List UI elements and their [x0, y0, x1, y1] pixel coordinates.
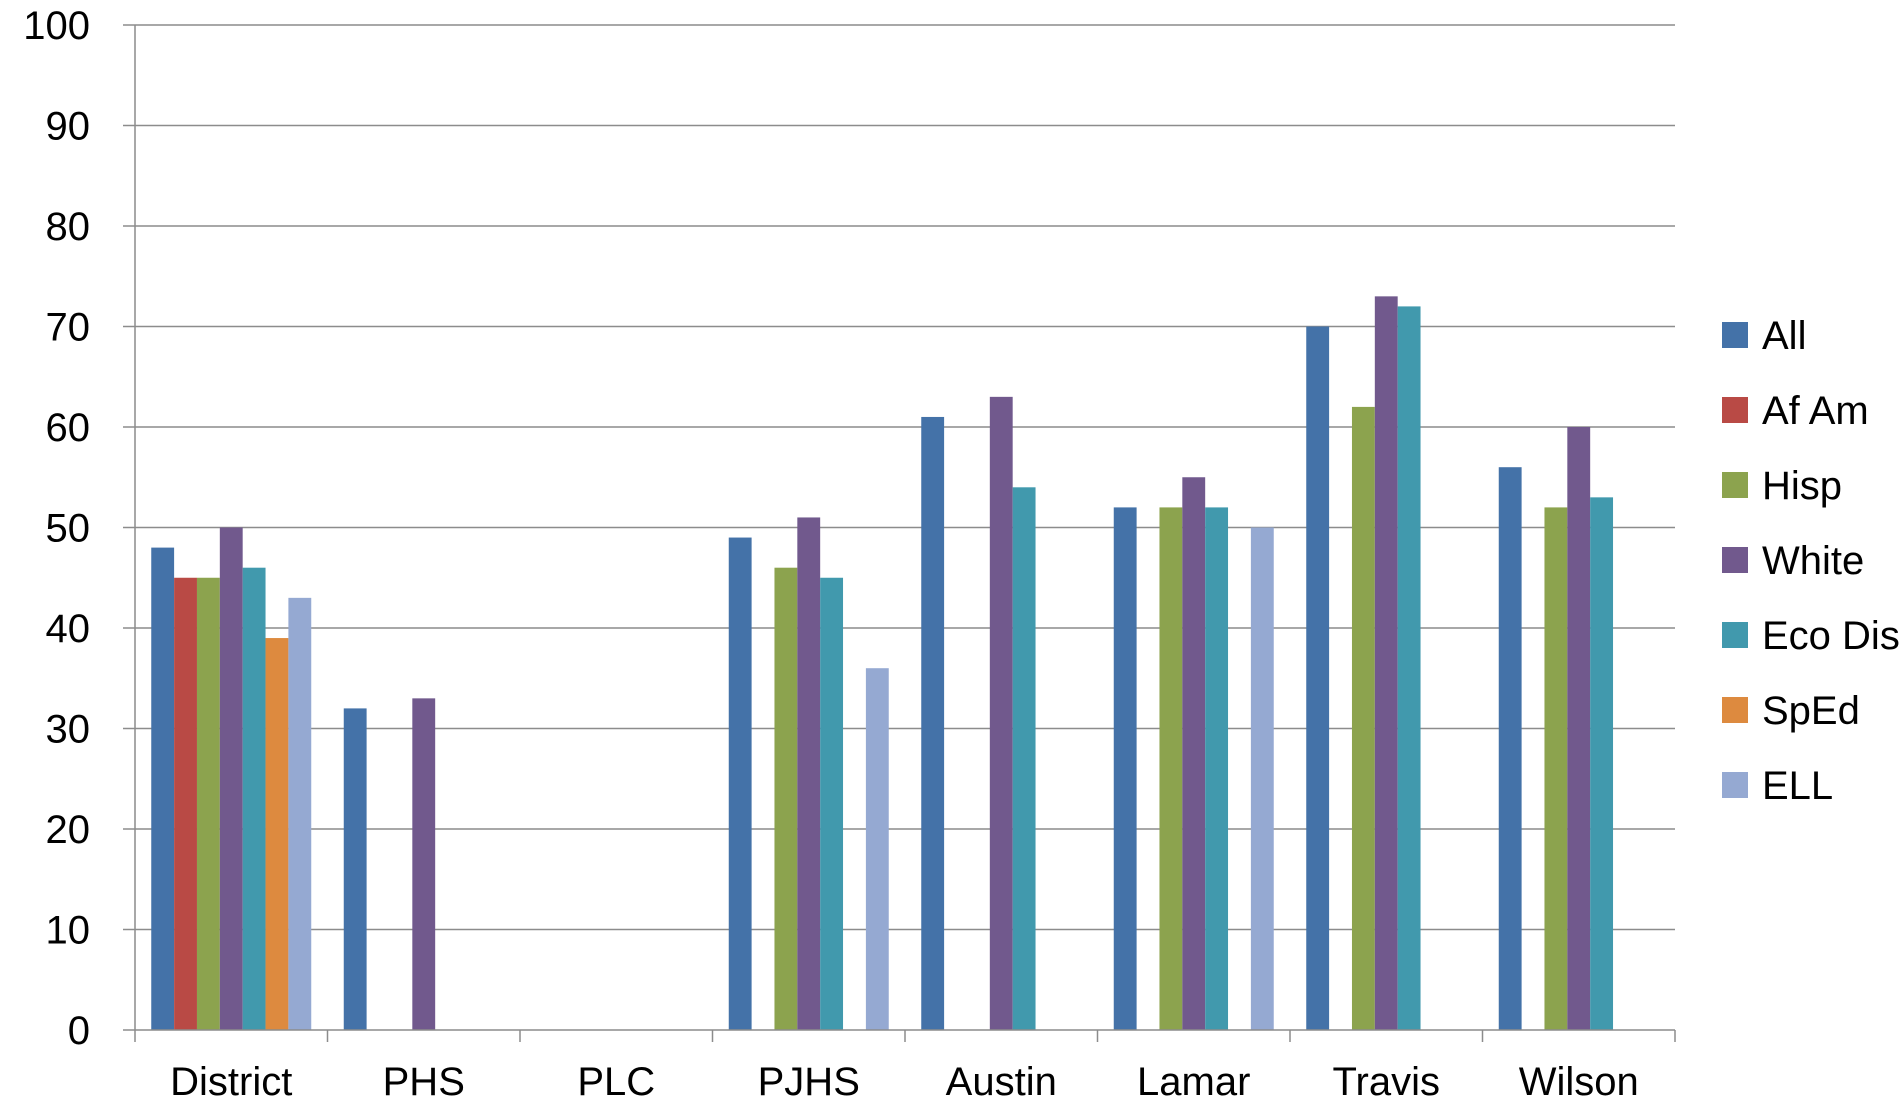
- x-tick-label: Lamar: [1137, 1060, 1250, 1104]
- x-tick-label: PHS: [383, 1060, 465, 1104]
- bar-white-travis: [1374, 296, 1398, 1031]
- bar-eco-dis-pjhs: [820, 577, 844, 1030]
- x-axis-ticks: District PHS PLC PJHS Austin Lamar Travis Wilso…: [134, 1030, 1676, 1104]
- y-tick-label: 10: [46, 909, 91, 953]
- bar-hisp-travis: [1351, 406, 1375, 1030]
- x-tick-label: PLC: [577, 1060, 655, 1104]
- y-tick-label: 60: [46, 406, 91, 450]
- bar-all-phs: [343, 708, 367, 1030]
- bar-white-wilson: [1567, 427, 1591, 1030]
- bar-sped-district: [265, 638, 289, 1030]
- bar-all-pjhs: [728, 537, 752, 1030]
- y-tick-label: 70: [46, 306, 91, 350]
- legend-label: SpEd: [1762, 689, 1860, 733]
- bar-white-austin: [989, 396, 1013, 1031]
- bar-white-phs: [412, 698, 436, 1030]
- y-tick-label: 30: [46, 708, 91, 752]
- legend-swatch: [1722, 397, 1748, 423]
- legend-label: Hisp: [1762, 464, 1842, 508]
- y-tick-label: 0: [68, 1009, 90, 1053]
- legend-label: ELL: [1762, 764, 1833, 808]
- bar-white-lamar: [1182, 477, 1206, 1030]
- bar-ell-lamar: [1250, 527, 1274, 1030]
- legend-swatch: [1722, 547, 1748, 573]
- bar-ell-district: [288, 597, 312, 1030]
- bar-hisp-district: [196, 577, 220, 1030]
- bar-hisp-pjhs: [774, 567, 798, 1030]
- x-tick-label: District: [170, 1060, 292, 1104]
- x-tick-label: Wilson: [1519, 1060, 1639, 1104]
- y-tick-label: 90: [46, 105, 91, 149]
- legend-swatch: [1722, 697, 1748, 723]
- legend-label: Af Am: [1762, 389, 1869, 433]
- x-tick-label: Austin: [946, 1060, 1057, 1104]
- bar-eco-dis-wilson: [1590, 497, 1614, 1031]
- legend-swatch: [1722, 772, 1748, 798]
- bar-ell-pjhs: [865, 668, 889, 1030]
- bar-all-travis: [1306, 326, 1330, 1030]
- bar-white-pjhs: [797, 517, 821, 1030]
- y-tick-label: 100: [23, 4, 90, 48]
- bar-all-austin: [921, 416, 945, 1030]
- bar-eco-dis-lamar: [1205, 507, 1229, 1030]
- legend-label: Eco Dis: [1762, 614, 1900, 658]
- y-axis-ticks: 0 10 20 30 40 50 60 70 80 90 100: [23, 4, 135, 1053]
- bar-eco-dis-travis: [1397, 306, 1421, 1030]
- bar-af-am-district: [174, 577, 197, 1030]
- bar-all-wilson: [1498, 467, 1522, 1030]
- legend-swatch: [1722, 622, 1748, 648]
- legend-swatch: [1722, 472, 1748, 498]
- bar-white-district: [219, 527, 243, 1030]
- legend-label: All: [1762, 314, 1806, 358]
- y-tick-label: 40: [46, 607, 91, 651]
- bar-eco-dis-district: [242, 567, 266, 1030]
- bar-all-district: [151, 547, 175, 1030]
- y-tick-label: 50: [46, 507, 91, 551]
- x-tick-label: PJHS: [758, 1060, 860, 1104]
- bars: [151, 296, 1614, 1031]
- bar-all-lamar: [1113, 507, 1137, 1030]
- bar-hisp-wilson: [1544, 507, 1568, 1030]
- bar-eco-dis-austin: [1012, 487, 1036, 1030]
- legend-swatch: [1722, 322, 1748, 348]
- x-tick-label: Travis: [1333, 1060, 1440, 1104]
- bar-hisp-lamar: [1159, 507, 1183, 1030]
- y-tick-label: 80: [46, 205, 91, 249]
- legend-label: White: [1762, 539, 1864, 583]
- y-tick-label: 20: [46, 808, 91, 852]
- legend: All Af Am Hisp White Eco Dis SpEd ELL: [1722, 314, 1900, 808]
- gridlines: [135, 24, 1675, 931]
